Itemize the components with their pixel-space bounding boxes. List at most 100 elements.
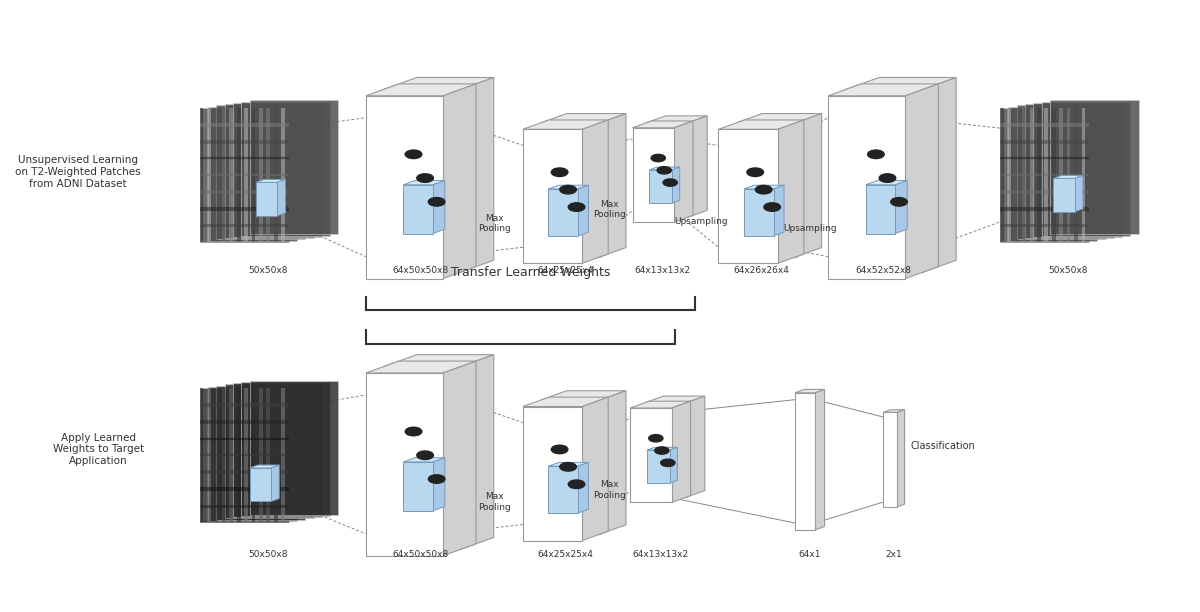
Polygon shape — [600, 114, 626, 257]
Circle shape — [880, 174, 895, 182]
Polygon shape — [578, 463, 588, 513]
Polygon shape — [548, 185, 588, 189]
Polygon shape — [461, 78, 493, 272]
Polygon shape — [846, 89, 923, 272]
Polygon shape — [689, 116, 707, 217]
Polygon shape — [1008, 108, 1012, 242]
Polygon shape — [277, 179, 286, 216]
Polygon shape — [548, 466, 578, 513]
Polygon shape — [883, 410, 905, 412]
Polygon shape — [672, 401, 690, 502]
Polygon shape — [670, 447, 677, 483]
Polygon shape — [865, 185, 895, 234]
Polygon shape — [1081, 108, 1085, 242]
Polygon shape — [1022, 108, 1026, 242]
Circle shape — [416, 174, 433, 182]
Polygon shape — [250, 100, 338, 234]
Circle shape — [428, 198, 445, 206]
Polygon shape — [1075, 176, 1084, 212]
Polygon shape — [1042, 102, 1130, 236]
Polygon shape — [229, 388, 233, 522]
Polygon shape — [523, 406, 582, 540]
Text: Apply Learned
Weights to Target
Application: Apply Learned Weights to Target Applicat… — [53, 433, 144, 466]
Polygon shape — [461, 355, 493, 550]
Polygon shape — [905, 84, 938, 278]
Polygon shape — [686, 396, 704, 498]
Polygon shape — [384, 367, 461, 550]
Polygon shape — [1044, 108, 1048, 242]
Polygon shape — [828, 84, 938, 96]
Text: 64x50x50x8: 64x50x50x8 — [392, 266, 449, 275]
Polygon shape — [1015, 108, 1019, 242]
Polygon shape — [865, 181, 907, 185]
Polygon shape — [1052, 108, 1056, 242]
Polygon shape — [1016, 105, 1105, 239]
Text: 50x50x8: 50x50x8 — [1049, 266, 1088, 275]
Circle shape — [559, 185, 576, 194]
Polygon shape — [241, 382, 330, 516]
Polygon shape — [828, 96, 905, 278]
Polygon shape — [229, 108, 233, 242]
Polygon shape — [252, 108, 256, 242]
Polygon shape — [523, 120, 608, 129]
Text: 64x13x13x2: 64x13x13x2 — [635, 266, 691, 275]
Circle shape — [649, 435, 662, 442]
Polygon shape — [433, 181, 445, 234]
Text: 2x1: 2x1 — [886, 550, 902, 559]
Text: Max
Pooling: Max Pooling — [593, 200, 625, 220]
Polygon shape — [233, 103, 322, 237]
Polygon shape — [744, 185, 784, 189]
Polygon shape — [744, 189, 774, 236]
Circle shape — [764, 203, 780, 211]
Text: 50x50x8: 50x50x8 — [248, 550, 288, 559]
Polygon shape — [199, 108, 289, 242]
Polygon shape — [259, 108, 263, 242]
Polygon shape — [403, 458, 445, 462]
Text: 64x25x25x4: 64x25x25x4 — [538, 550, 594, 559]
Polygon shape — [578, 185, 588, 236]
Polygon shape — [259, 388, 263, 522]
Polygon shape — [256, 179, 286, 182]
Polygon shape — [215, 388, 218, 522]
Polygon shape — [256, 182, 277, 216]
Polygon shape — [1074, 108, 1078, 242]
Text: 64x52x52x8: 64x52x52x8 — [856, 266, 911, 275]
Polygon shape — [250, 468, 271, 501]
Polygon shape — [600, 390, 626, 534]
Polygon shape — [236, 108, 240, 242]
Polygon shape — [403, 462, 433, 510]
Polygon shape — [737, 123, 796, 257]
Polygon shape — [366, 96, 443, 278]
Text: Max
Pooling: Max Pooling — [593, 480, 625, 499]
Circle shape — [652, 154, 665, 162]
Polygon shape — [250, 465, 280, 468]
Circle shape — [428, 475, 445, 483]
Polygon shape — [923, 78, 956, 272]
Polygon shape — [433, 458, 445, 510]
Polygon shape — [647, 447, 677, 450]
Polygon shape — [384, 355, 493, 367]
Polygon shape — [541, 123, 600, 257]
Text: 64x13x13x2: 64x13x13x2 — [632, 550, 689, 559]
Polygon shape — [224, 104, 313, 238]
Circle shape — [664, 179, 677, 186]
Polygon shape — [719, 120, 804, 129]
Polygon shape — [644, 403, 686, 498]
Polygon shape — [1054, 178, 1075, 212]
Polygon shape — [644, 396, 704, 403]
Polygon shape — [199, 388, 204, 522]
Polygon shape — [215, 108, 218, 242]
Circle shape — [406, 150, 422, 159]
Polygon shape — [582, 397, 608, 540]
Polygon shape — [222, 388, 226, 522]
Polygon shape — [632, 128, 674, 222]
Text: 64x1: 64x1 — [798, 550, 821, 559]
Polygon shape — [274, 108, 277, 242]
Circle shape — [416, 451, 433, 460]
Polygon shape — [541, 400, 600, 534]
Polygon shape — [895, 181, 907, 234]
Polygon shape — [208, 108, 211, 242]
Polygon shape — [252, 388, 256, 522]
Circle shape — [569, 203, 584, 211]
Text: Max
Pooling: Max Pooling — [478, 214, 511, 233]
